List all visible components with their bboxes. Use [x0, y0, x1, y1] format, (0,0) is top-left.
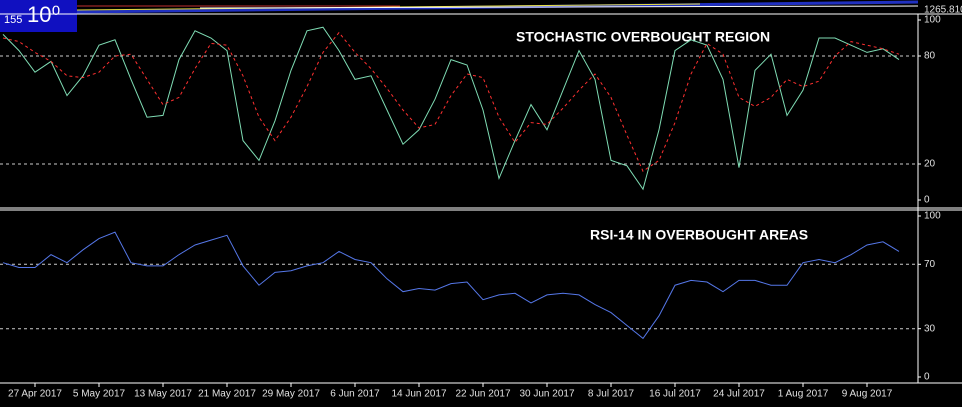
chart-title: RSI-14 IN OVERBOUGHT AREAS: [590, 227, 808, 243]
symbol-box: [0, 0, 77, 32]
y-tick-label: 100: [924, 211, 941, 222]
price-line: [199, 5, 919, 9]
x-tick-label: 9 Aug 2017: [842, 389, 893, 400]
symbol: 155: [4, 14, 22, 26]
x-tick-label: 6 Jun 2017: [330, 389, 380, 400]
y-tick-label: 70: [924, 259, 936, 270]
y-tick-label: 30: [924, 323, 936, 334]
series-line: [2, 26, 900, 191]
x-tick-label: 1 Aug 2017: [778, 389, 829, 400]
x-tick-label: 27 Apr 2017: [8, 389, 62, 400]
x-tick-label: 14 Jun 2017: [391, 389, 446, 400]
series-line: [2, 231, 900, 340]
x-tick-label: 29 May 2017: [262, 389, 320, 400]
x-tick-label: 8 Jul 2017: [588, 389, 635, 400]
y-tick-label: 100: [924, 15, 941, 26]
y-tick-label: 0: [924, 372, 930, 383]
y-tick-label: 80: [924, 51, 936, 62]
x-tick-label: 21 May 2017: [198, 389, 256, 400]
y-tick-label: 0: [924, 195, 930, 206]
x-tick-label: 24 Jul 2017: [713, 389, 765, 400]
price-panel-sliver: [76, 0, 919, 14]
x-tick-label: 5 May 2017: [73, 389, 126, 400]
series-line: [2, 31, 900, 172]
chart-title: STOCHASTIC OVERBOUGHT REGION: [516, 29, 770, 45]
price-label: 1265.810: [924, 5, 962, 16]
y-tick-label: 20: [924, 159, 936, 170]
x-tick-label: 22 Jun 2017: [455, 389, 510, 400]
x-tick-label: 30 Jun 2017: [519, 389, 574, 400]
x-tick-label: 16 Jul 2017: [649, 389, 701, 400]
x-tick-label: 13 May 2017: [134, 389, 192, 400]
